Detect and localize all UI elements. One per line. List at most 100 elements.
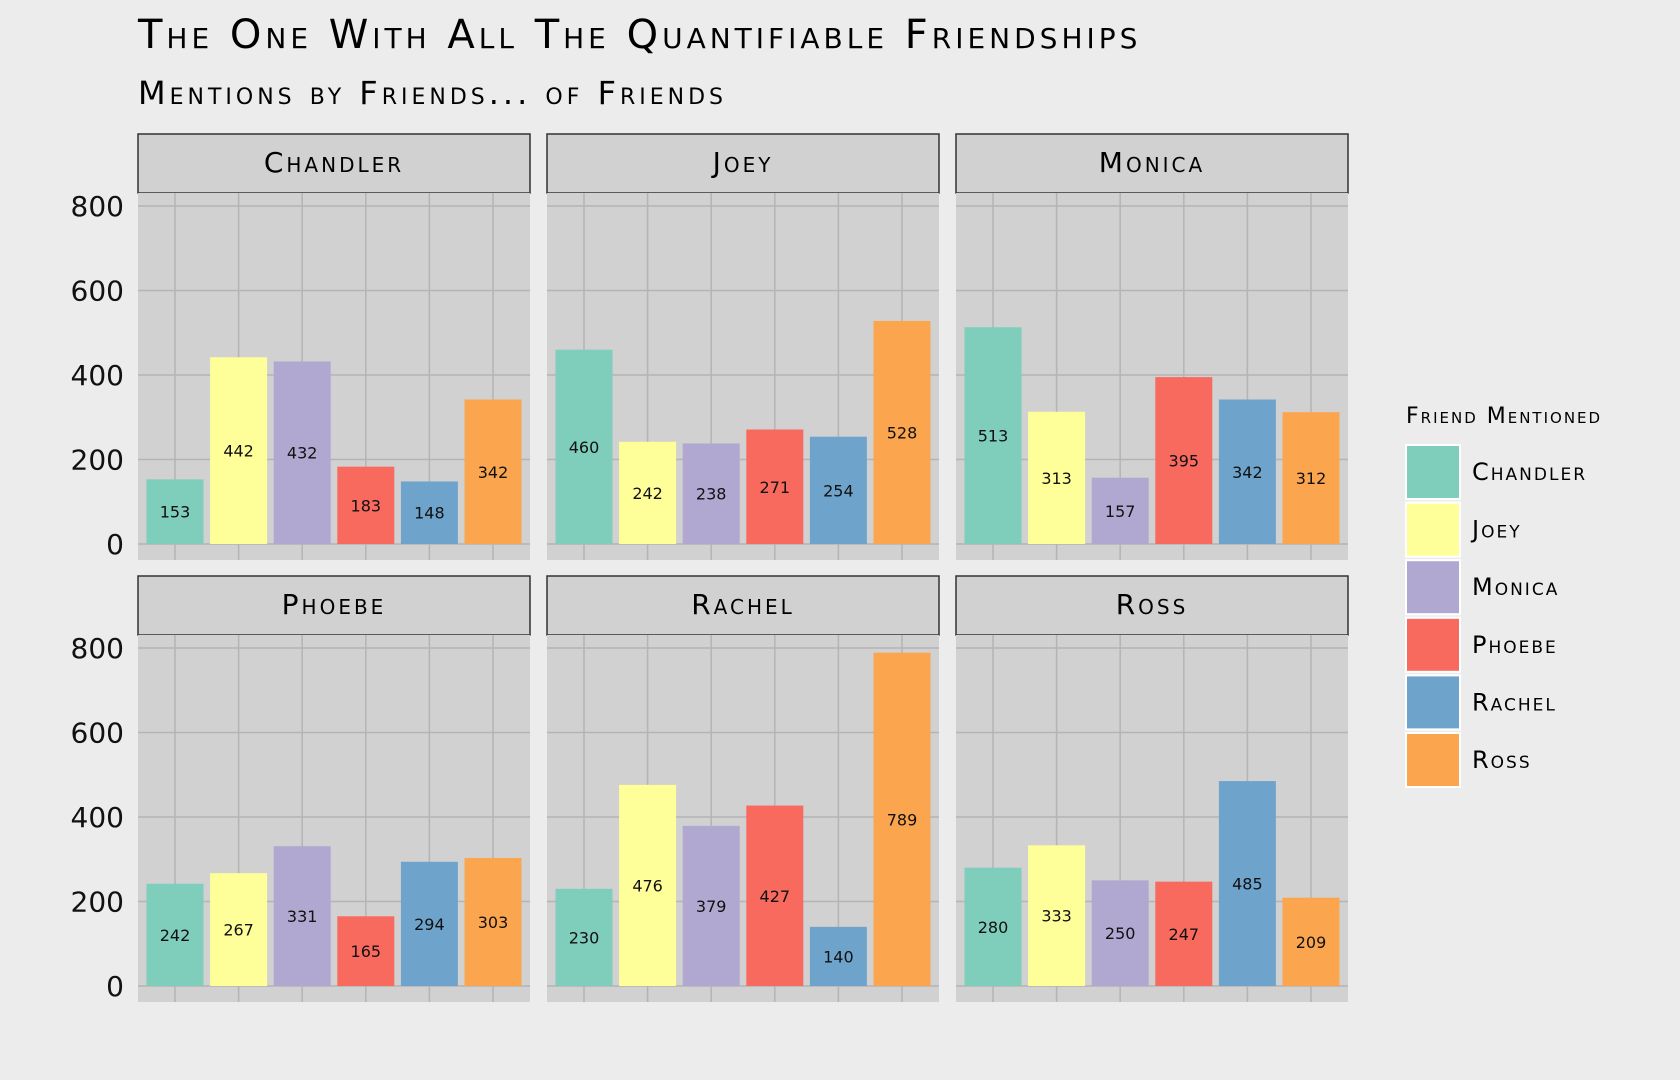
legend-label-joey: Joey [1470,516,1522,544]
bar-value-label: 460 [569,438,600,457]
facet-strip-label: Phoebe [282,588,387,621]
facet-panel-monica: Monica 513 313 157 395 342 312 [955,133,1349,560]
bar-ross [1282,412,1340,544]
y-tick-label: 0 [106,970,124,1003]
facet-panel-phoebe: Phoebe 242 267 331 165 294 303 0 200 400 600 800 [71,575,531,1003]
facet-strip-label: Joey [711,146,774,179]
legend-label-monica: Monica [1472,573,1559,601]
bar-ross [464,399,522,544]
facet-strip [546,575,940,636]
bar-value-label: 342 [478,463,509,482]
bar-value-label: 230 [569,928,600,947]
facet-panels: Chandler 153 442 432 183 148 342 0 200 400 600 800 J… [71,133,1349,1003]
bar-joey [210,873,268,986]
y-tick-label: 800 [71,632,124,665]
bar-phoebe [1155,377,1213,544]
facet-strip [137,133,531,194]
bar-value-label: 254 [823,481,854,500]
legend-swatch-chandler [1405,444,1461,500]
facet-panel-ross: Ross 280 333 250 247 485 209 [955,575,1349,1002]
bar-value-label: 280 [978,918,1009,937]
bar-monica [682,825,740,986]
facet-panel-chandler: Chandler 153 442 432 183 148 342 0 200 400 600 800 [71,133,531,561]
facet-panel-rachel: Rachel 230 476 379 427 140 789 [546,575,940,1002]
bar-monica [682,443,740,544]
bar-chandler [146,883,204,986]
legend-swatch-rachel [1405,674,1461,731]
facet-strip-label: Monica [1099,146,1205,179]
bar-value-label: 148 [414,504,445,523]
bar-chandler [964,867,1022,986]
legend-swatch-ross [1405,732,1461,788]
bar-chandler [146,479,204,544]
legend-title: Friend Mentioned [1406,404,1602,429]
bar-monica [1091,477,1149,544]
bar-value-label: 250 [1105,924,1136,943]
bar-rachel [809,436,867,544]
bar-phoebe [746,429,804,544]
bar-ross [873,320,931,544]
bar-value-label: 242 [160,926,191,945]
bar-phoebe [337,466,395,544]
bar-joey [619,441,677,544]
bar-chandler [555,349,613,544]
facet-strip-label: Ross [1116,588,1189,621]
bar-value-label: 153 [160,503,191,522]
legend-label-phoebe: Phoebe [1472,631,1558,659]
bar-value-label: 342 [1232,463,1263,482]
facet-strip [546,133,940,194]
bar-monica [1091,880,1149,986]
legend-swatch-monica [1405,559,1461,616]
bar-value-label: 183 [351,496,382,515]
bar-phoebe [746,805,804,986]
bar-value-label: 294 [414,915,445,934]
y-tick-label: 600 [71,275,124,308]
legend-swatch-phoebe [1405,616,1461,673]
bar-monica [273,846,331,986]
bar-value-label: 303 [478,913,509,932]
chart-title: The One With All The Quantifiable Friend… [137,12,1141,58]
bar-value-label: 209 [1296,933,1327,952]
bar-monica [273,361,331,544]
y-tick-label: 400 [71,359,124,392]
facet-strip-label: Rachel [691,588,795,621]
bar-joey [619,784,677,986]
bar-value-label: 432 [287,444,318,463]
legend-label-rachel: Rachel [1472,688,1557,716]
facet-panel-joey: Joey 460 242 238 271 254 528 [546,133,940,560]
legend-swatch-joey [1405,501,1461,558]
bar-rachel [1218,399,1276,544]
bar-value-label: 789 [887,810,918,829]
bar-value-label: 528 [887,423,918,442]
y-tick-label: 0 [106,528,124,561]
bar-joey [210,357,268,544]
bar-value-label: 242 [632,484,663,503]
y-tick-label: 200 [71,444,124,477]
bar-value-label: 271 [760,478,791,497]
bar-value-label: 513 [978,427,1009,446]
bar-joey [1028,845,1086,986]
legend-label-chandler: Chandler [1472,458,1587,486]
bar-phoebe [1155,881,1213,986]
facet-strip-label: Chandler [264,146,404,179]
bar-value-label: 427 [760,887,791,906]
bar-value-label: 331 [287,907,318,926]
bar-phoebe [337,916,395,986]
y-tick-label: 600 [71,717,124,750]
facet-strip [137,575,531,636]
bar-ross [1282,897,1340,986]
bar-value-label: 476 [632,876,663,895]
bar-value-label: 395 [1169,452,1200,471]
bar-value-label: 247 [1169,925,1200,944]
legend-label-ross: Ross [1472,746,1532,774]
y-tick-label: 200 [71,886,124,919]
bar-value-label: 140 [823,947,854,966]
bar-chandler [555,888,613,986]
bar-value-label: 267 [223,921,254,940]
bar-rachel [1218,781,1276,986]
bar-value-label: 313 [1041,469,1072,488]
bar-value-label: 312 [1296,469,1327,488]
bar-value-label: 238 [696,485,727,504]
legend: Friend Mentioned Chandler Joey Monica Phoebe… [1405,404,1602,788]
bar-rachel [400,481,458,544]
